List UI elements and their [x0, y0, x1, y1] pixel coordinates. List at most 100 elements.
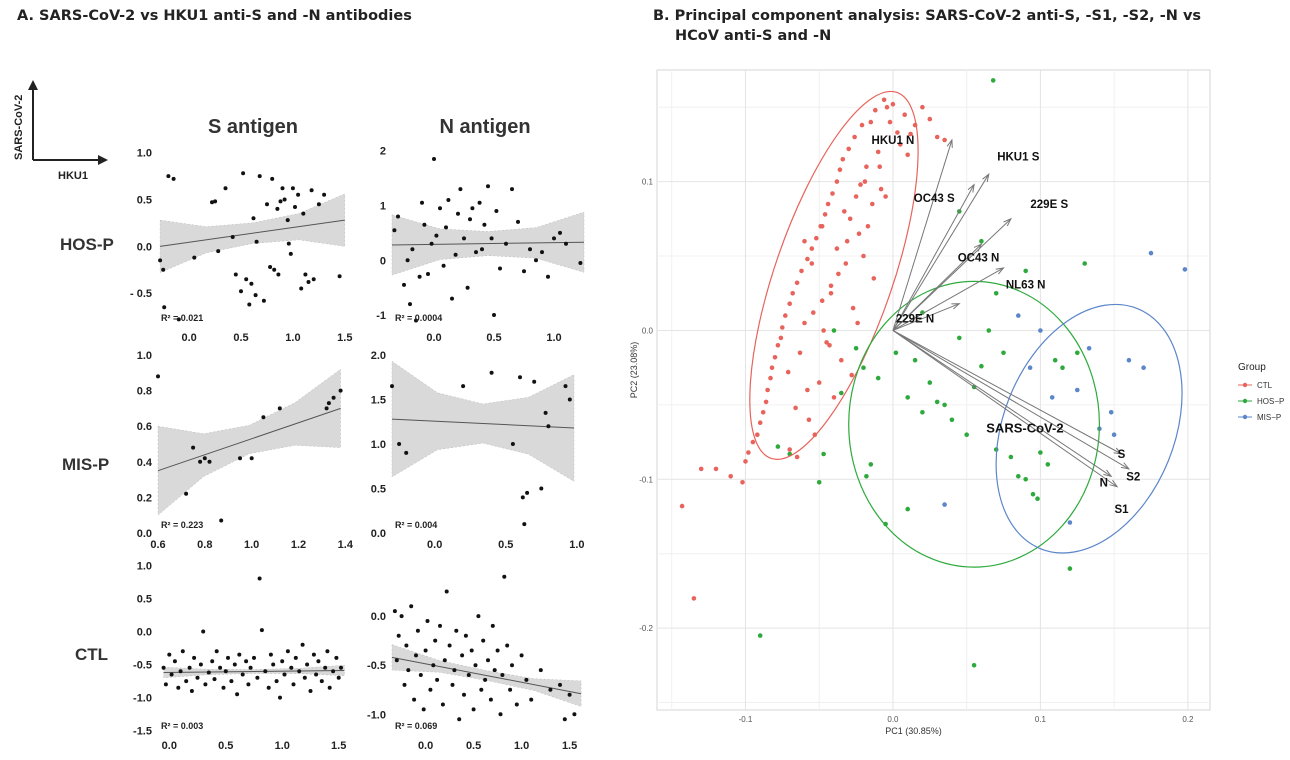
pca-point — [1082, 261, 1087, 266]
data-point — [316, 202, 321, 207]
data-point — [309, 188, 314, 193]
data-point — [397, 442, 402, 446]
pca-point — [824, 340, 829, 345]
y-tick-label: 1.0 — [371, 439, 386, 451]
pca-point — [811, 310, 816, 315]
data-point — [246, 682, 251, 687]
axis-key: SARS-CoV-2 HKU1 — [13, 80, 108, 182]
data-point — [216, 249, 221, 254]
y-axis-label: PC2 (23.08%) — [629, 342, 639, 399]
data-point — [457, 717, 462, 722]
y-tick-label: 0.0 — [371, 528, 386, 540]
panel-a-title: A. SARS-CoV-2 vs HKU1 anti-S and -N anti… — [17, 8, 412, 24]
data-point — [434, 233, 439, 238]
pca-point — [836, 271, 841, 277]
data-point — [508, 687, 513, 692]
data-point — [466, 673, 471, 677]
data-point — [495, 648, 500, 653]
loading-arrow — [892, 139, 953, 331]
data-point — [223, 186, 228, 191]
pca-point — [905, 152, 910, 158]
x-tick-label: 1.0 — [514, 740, 529, 752]
y-tick-label: 0.6 — [137, 421, 152, 433]
x-tick-label: 1.0 — [244, 539, 259, 551]
data-point — [538, 668, 543, 673]
data-point — [184, 491, 189, 496]
pca-point — [746, 450, 751, 455]
pca-point — [858, 182, 863, 187]
data-point — [285, 218, 290, 223]
pca-point — [713, 466, 719, 472]
data-point — [435, 677, 440, 682]
data-point — [249, 456, 254, 461]
loading-label: HKU1 S — [997, 151, 1040, 163]
axis-key-y-label: SARS-CoV-2 — [13, 95, 25, 160]
y-tick-label: -0.2 — [639, 624, 653, 633]
pca-point — [964, 432, 969, 438]
data-point — [278, 695, 282, 700]
data-point — [402, 682, 407, 687]
pca-point — [1075, 387, 1080, 393]
data-point — [567, 692, 572, 697]
data-point — [176, 317, 181, 322]
data-point — [207, 459, 212, 464]
row-label-misp: MIS-P — [62, 455, 109, 474]
y-tick-label: -0.1 — [639, 475, 653, 484]
data-point — [323, 665, 328, 670]
data-point — [248, 665, 253, 670]
pca-point — [934, 134, 940, 140]
x-tick-label: 1.4 — [338, 539, 354, 551]
data-point — [210, 200, 214, 205]
data-point — [178, 669, 183, 674]
pca-point — [757, 633, 763, 638]
data-point — [494, 209, 499, 213]
y-tick-label: 0.0 — [137, 528, 152, 540]
pca-point — [902, 112, 907, 117]
data-point — [540, 250, 544, 255]
pca-point — [837, 167, 843, 172]
loading-arrow — [892, 303, 960, 331]
x-tick-label: 1.5 — [331, 740, 346, 752]
pca-point — [765, 387, 770, 393]
y-tick-label: 2 — [380, 146, 386, 158]
pca-point — [1148, 250, 1154, 256]
y-tick-label: 1.5 — [371, 395, 386, 407]
pca-point — [990, 78, 996, 83]
data-point — [255, 675, 260, 680]
x-tick-label: 0.0 — [162, 740, 177, 752]
data-point — [453, 252, 458, 257]
data-point — [481, 638, 486, 643]
data-point — [316, 659, 321, 664]
pca-point — [819, 298, 825, 303]
x-tick-label: 1.0 — [285, 332, 300, 344]
data-point — [510, 442, 515, 446]
data-point — [422, 222, 427, 227]
axis-key-x-label: HKU1 — [58, 170, 88, 182]
data-point — [210, 659, 215, 664]
data-point — [163, 682, 168, 687]
data-point — [480, 247, 484, 252]
pca-plot: -0.1 0.0 0.1 0.2 0.1 0.0 -0.1 -0.2 PC1 (30.85%) P… — [629, 69, 1211, 736]
pca-point — [772, 355, 778, 360]
pca-point — [979, 363, 984, 369]
pca-point — [843, 261, 849, 266]
data-point — [241, 171, 246, 176]
pca-point — [895, 130, 900, 135]
data-point — [252, 655, 256, 660]
pca-point — [1067, 520, 1073, 525]
pca-point — [769, 365, 775, 371]
y-tick-label: 1.0 — [137, 148, 152, 160]
pca-point — [1141, 365, 1146, 371]
data-point — [428, 687, 433, 692]
data-point — [534, 258, 538, 263]
y-tick-label: 0.5 — [371, 484, 386, 496]
pca-point — [908, 131, 913, 137]
loading-label: SARS-CoV-2 — [986, 421, 1063, 436]
data-point — [201, 629, 206, 634]
x-tick-label: 0.5 — [218, 740, 233, 752]
pca-point — [809, 246, 815, 251]
pca-point — [870, 201, 875, 207]
data-point — [270, 176, 275, 181]
data-point — [431, 663, 436, 668]
loading-arrow — [892, 330, 1130, 470]
